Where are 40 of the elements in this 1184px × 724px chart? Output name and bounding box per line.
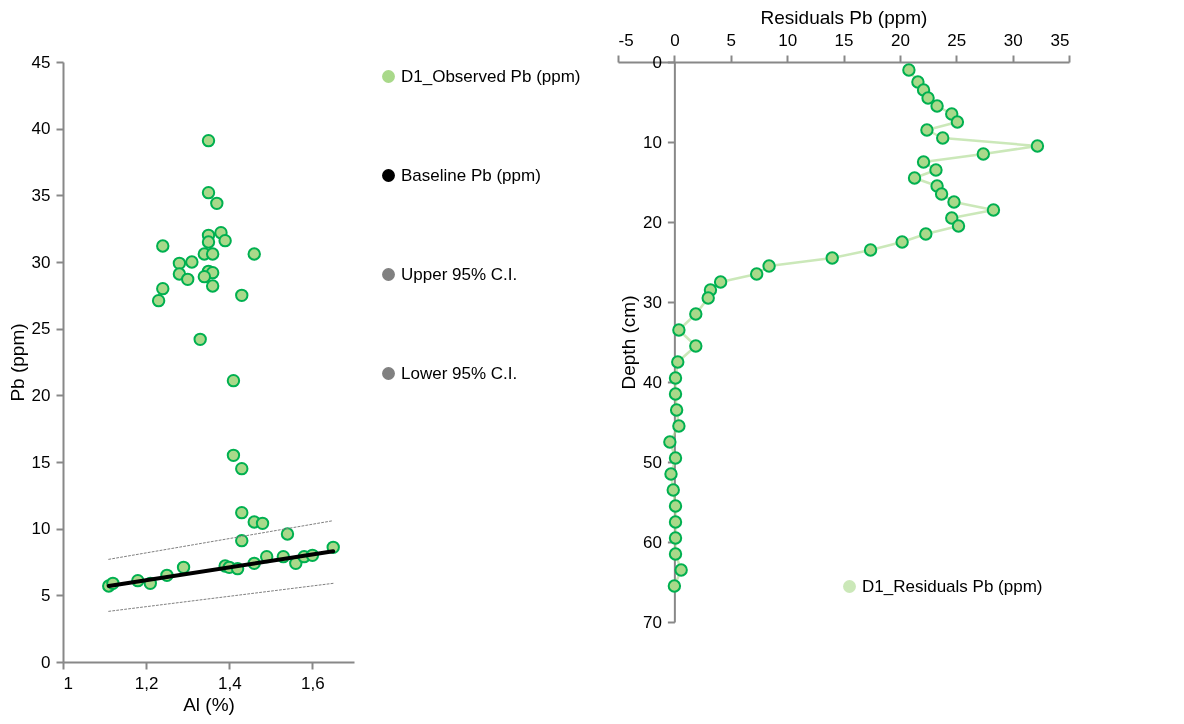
x-axis-title: Residuals Pb (ppm) [760,6,928,28]
y-tick-label: 10 [642,132,662,152]
x-tick-label: 10 [778,30,798,50]
y-tick-label: 0 [652,52,662,72]
y-axis-title: Pb (ppm) [6,323,28,402]
legend-label: D1_Observed Pb (ppm) [401,66,581,86]
y-tick-label: 0 [41,652,51,672]
y-tick-label: 5 [41,585,51,605]
x-tick-label: 1,6 [301,673,325,693]
x-tick-label: 5 [726,30,736,50]
x-tick-label: -5 [618,30,634,50]
x-tick-label: 25 [947,30,967,50]
legend-label: Baseline Pb (ppm) [401,165,541,185]
x-tick-label: 0 [670,30,680,50]
y-tick-label: 50 [642,452,662,472]
x-tick-label: 30 [1003,30,1023,50]
x-tick-label: 1,4 [217,673,242,693]
y-tick-label: 25 [31,319,51,339]
legend-label: Upper 95% C.I. [401,264,518,284]
y-tick-label: 45 [31,52,51,72]
x-tick-label: 20 [890,30,910,50]
legend-label: Lower 95% C.I. [401,363,518,383]
y-tick-label: 15 [31,452,51,472]
legend-label: D1_Residuals Pb (ppm) [862,576,1043,596]
y-axis-title: Depth (cm) [617,295,639,390]
y-tick-label: 20 [31,385,51,405]
y-tick-label: 30 [642,292,662,312]
x-tick-label: 35 [1050,30,1070,50]
y-tick-label: 60 [642,532,662,552]
x-tick-label: 15 [834,30,854,50]
y-tick-label: 40 [31,119,51,139]
y-tick-label: 35 [31,185,51,205]
x-tick-label: 1 [63,673,73,693]
y-tick-label: 20 [642,212,662,232]
y-tick-label: 40 [642,372,662,392]
y-tick-label: 10 [31,519,51,539]
y-tick-label: 70 [642,612,662,632]
x-axis-title: Al (%) [183,693,235,715]
x-tick-label: 1,2 [134,673,159,693]
y-tick-label: 30 [31,252,51,272]
